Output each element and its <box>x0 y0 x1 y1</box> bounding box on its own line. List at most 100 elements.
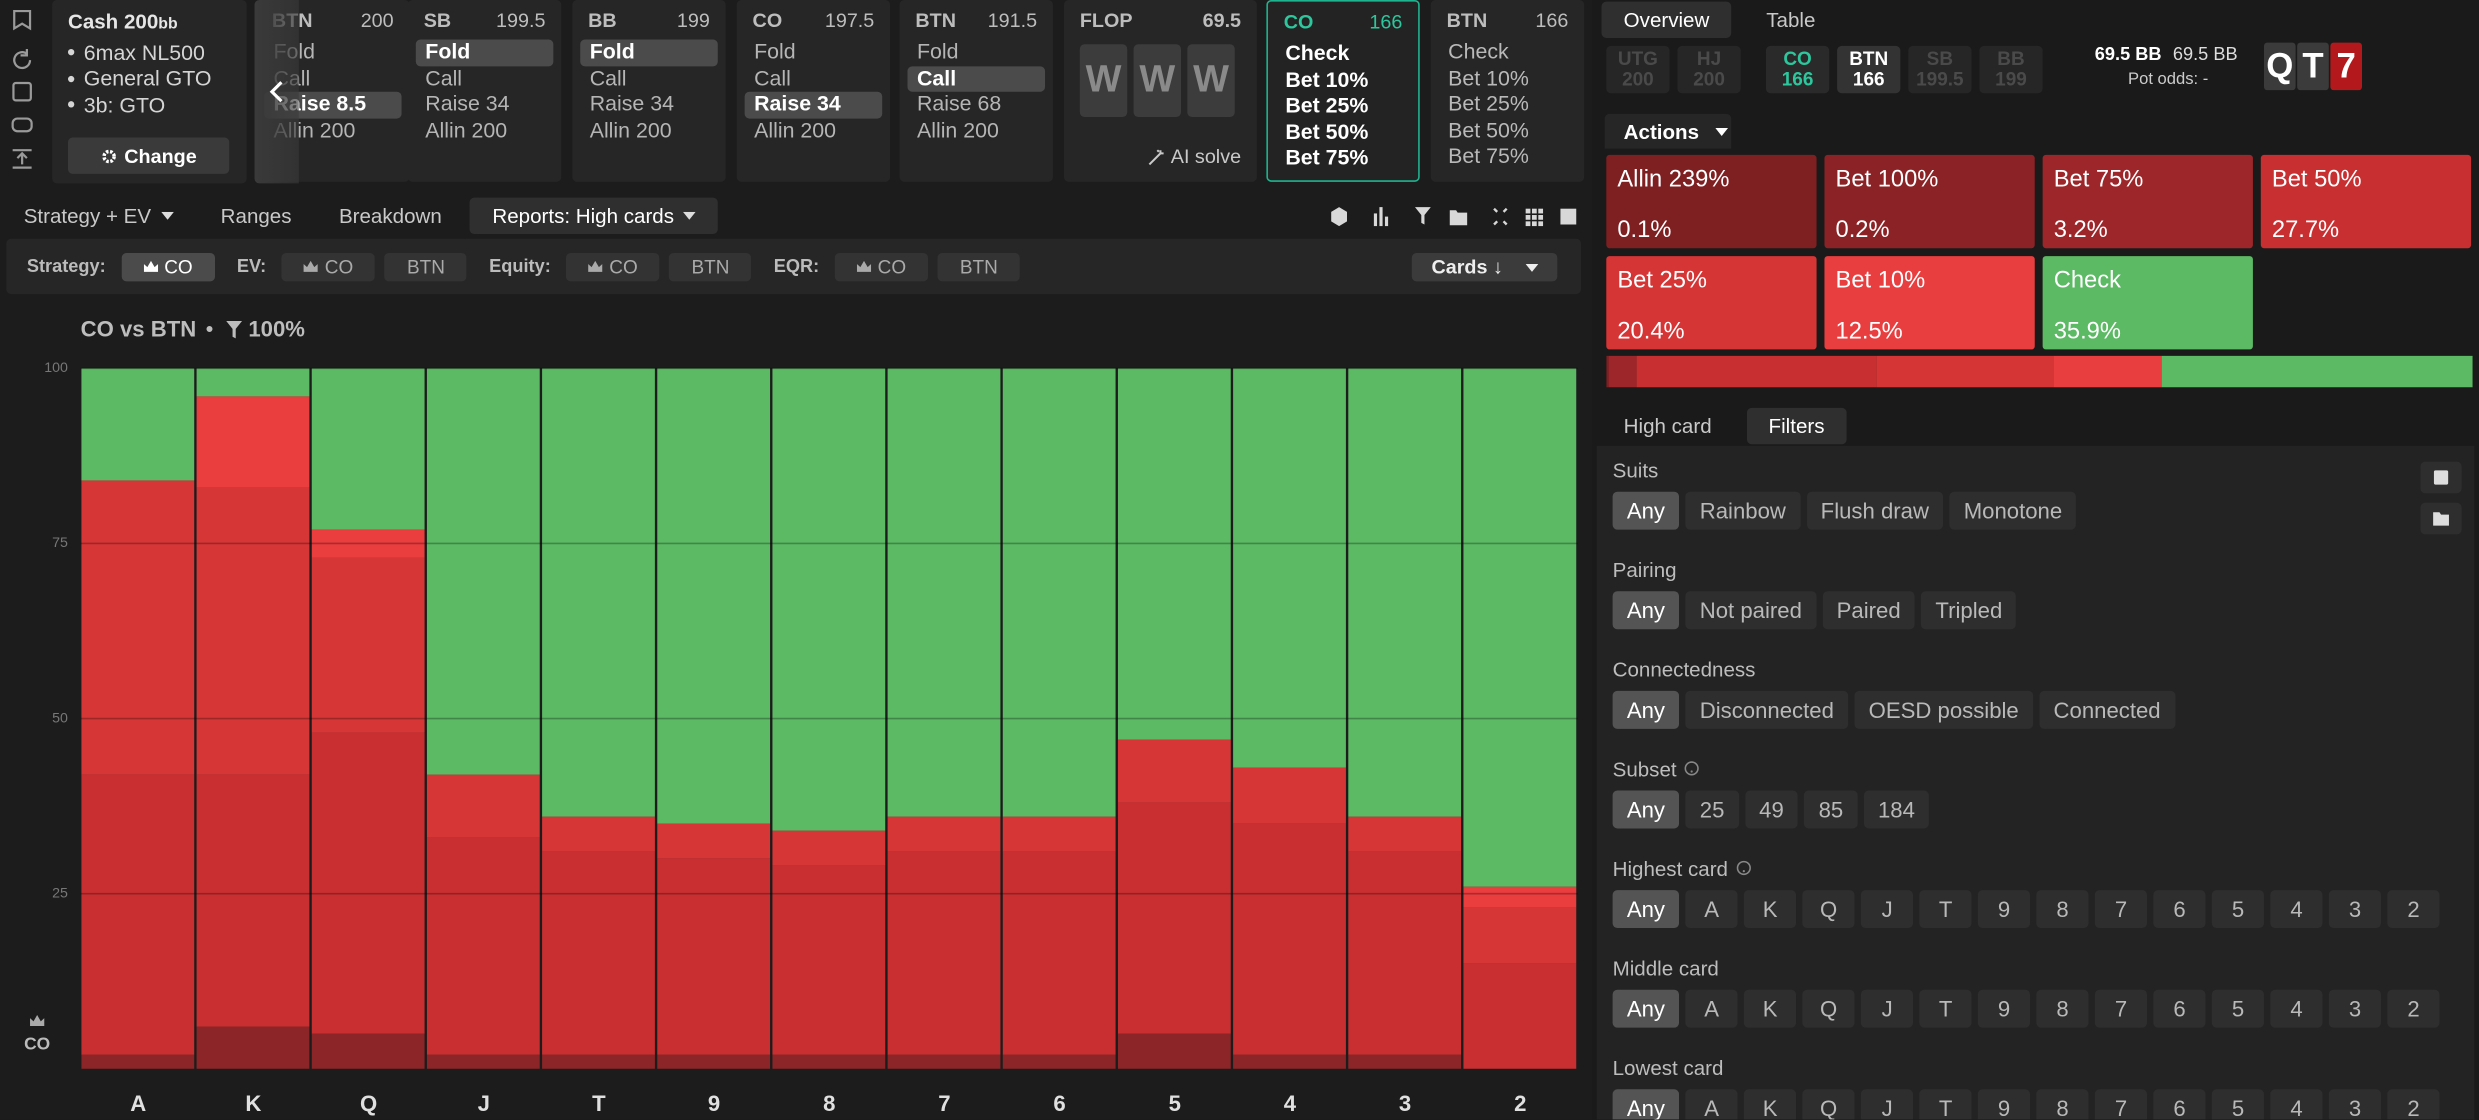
action-option[interactable]: Check <box>1448 39 1509 64</box>
refresh-icon[interactable] <box>13 49 32 70</box>
action-option[interactable]: Call <box>907 65 1046 92</box>
position-box[interactable]: BB 199 <box>1979 45 2043 94</box>
filter-option[interactable]: OESD possible <box>1854 690 2033 729</box>
filter-option[interactable]: Any <box>1612 790 1680 829</box>
action-option[interactable]: Bet 75% <box>1448 143 1529 168</box>
action-option[interactable]: Call <box>589 65 627 90</box>
overview-tab[interactable]: Overview <box>1601 1 1732 38</box>
resize-icon[interactable] <box>12 149 32 169</box>
action-option[interactable]: Raise 34 <box>425 91 510 116</box>
filter-option[interactable]: 49 <box>1744 790 1799 829</box>
filter-option[interactable]: 5 <box>2212 1089 2265 1120</box>
filter-option[interactable]: 3 <box>2328 989 2382 1028</box>
square-icon[interactable] <box>1560 208 1577 225</box>
action-option[interactable]: Allin 200 <box>754 117 837 142</box>
toolbar-option[interactable]: BTN <box>937 252 1020 282</box>
filter-option[interactable]: Paired <box>1822 591 1915 630</box>
player-column[interactable]: CO 166 Check Bet 10% Bet 25% Bet 50% Bet 75% <box>1266 0 1420 182</box>
filter-option[interactable]: J <box>1861 1089 1914 1120</box>
action-tile[interactable]: Bet 25% 20.4% <box>1606 256 1817 350</box>
back-overlay[interactable] <box>254 0 299 184</box>
position-box[interactable]: CO 166 <box>1765 45 1830 94</box>
player-column[interactable]: BTN 191.5 Fold Call Raise 68 Allin 200 <box>899 0 1053 182</box>
load-filter-button[interactable] <box>2420 502 2462 535</box>
filter-option[interactable]: 2 <box>2387 890 2440 929</box>
action-option[interactable]: Bet 50% <box>1285 119 1369 144</box>
filter-option[interactable]: J <box>1861 890 1914 929</box>
filter-option[interactable]: 85 <box>1804 790 1858 829</box>
action-option[interactable]: Fold <box>415 39 554 66</box>
filter-option[interactable]: 6 <box>2153 1089 2206 1120</box>
player-column[interactable]: BB 199 Fold Call Raise 34 Allin 200 <box>572 0 726 182</box>
filter-option[interactable]: Any <box>1612 989 1680 1028</box>
action-option[interactable]: Bet 25% <box>1285 93 1369 117</box>
toolbar-option[interactable]: CO <box>121 252 215 282</box>
ai-solve-button[interactable]: AI solve <box>1147 145 1241 168</box>
save-filter-button[interactable] <box>2420 461 2462 494</box>
filter-option[interactable]: 5 <box>2212 890 2265 929</box>
player-column[interactable]: SB 199.5 Fold Call Raise 34 Allin 200 <box>407 0 562 182</box>
shrink-icon[interactable] <box>1493 207 1508 226</box>
action-option[interactable]: Raise 34 <box>744 91 883 118</box>
filter-option[interactable]: Not paired <box>1685 591 1817 630</box>
position-box[interactable]: BTN 166 <box>1837 45 1901 94</box>
filter-option[interactable]: A <box>1685 989 1738 1028</box>
action-option[interactable]: Fold <box>916 39 959 64</box>
grid-icon[interactable] <box>1525 208 1544 227</box>
player-column[interactable]: BTN 166 Check Bet 10% Bet 25% Bet 50% Bet 75% <box>1430 0 1585 182</box>
action-option[interactable]: Bet 10% <box>1285 67 1369 91</box>
overview-tab[interactable]: Table <box>1766 7 1816 32</box>
filter-option[interactable]: T <box>1919 989 1972 1028</box>
filter-option[interactable]: 8 <box>2036 989 2089 1028</box>
view-tab[interactable]: Reports: High cards <box>470 197 719 234</box>
filter-option[interactable]: 7 <box>2095 989 2148 1028</box>
filter-option[interactable]: 2 <box>2387 989 2440 1028</box>
filter-option[interactable]: Connected <box>2039 690 2175 729</box>
actions-menu[interactable]: Actions <box>1604 113 1732 149</box>
filter-option[interactable]: Flush draw <box>1806 491 1944 530</box>
filter-option[interactable]: 9 <box>1978 989 2031 1028</box>
help-icon[interactable] <box>1736 860 1752 876</box>
filter-option[interactable]: Any <box>1612 1089 1680 1120</box>
filter-option[interactable]: Monotone <box>1949 491 2077 530</box>
filter-option[interactable]: 9 <box>1978 890 2031 929</box>
filter-option[interactable]: 4 <box>2270 1089 2323 1120</box>
filter-option[interactable]: 8 <box>2036 1089 2089 1120</box>
gamepad-icon[interactable] <box>11 117 33 133</box>
action-option[interactable]: Raise 68 <box>916 91 1002 116</box>
filter-option[interactable]: 8 <box>2036 890 2089 929</box>
action-tile[interactable]: Allin 239% 0.1% <box>1606 154 1817 249</box>
action-option[interactable]: Call <box>425 65 463 90</box>
action-option[interactable]: Bet 75% <box>1285 145 1369 170</box>
filter-option[interactable]: Q <box>1802 890 1855 929</box>
action-option[interactable]: Allin 200 <box>425 117 508 142</box>
action-option[interactable]: Allin 200 <box>589 117 672 142</box>
filter-option[interactable]: T <box>1919 890 1972 929</box>
action-option[interactable]: Raise 34 <box>589 91 674 116</box>
toolbar-option[interactable]: CO <box>282 252 376 282</box>
filter-option[interactable]: 9 <box>1978 1089 2031 1120</box>
action-option[interactable]: Allin 200 <box>916 117 999 142</box>
action-option[interactable]: Bet 50% <box>1448 117 1529 142</box>
filter-option[interactable]: Any <box>1612 890 1680 929</box>
action-option[interactable]: Bet 25% <box>1448 91 1529 116</box>
filter-option[interactable]: 4 <box>2270 989 2323 1028</box>
filter-icon[interactable] <box>1414 207 1431 225</box>
filter-option[interactable]: Tripled <box>1921 591 2017 630</box>
action-option[interactable]: Check <box>1285 41 1350 65</box>
player-column[interactable]: CO 197.5 Fold Call Raise 34 Allin 200 <box>736 0 891 182</box>
filter-option[interactable]: 6 <box>2153 989 2206 1028</box>
position-box[interactable]: UTG 200 <box>1606 45 1670 94</box>
toolbar-option[interactable]: CO <box>834 252 929 282</box>
filter-option[interactable]: 3 <box>2328 890 2382 929</box>
filter-option[interactable]: 25 <box>1685 790 1739 829</box>
action-tile[interactable]: Check 35.9% <box>2042 256 2253 350</box>
action-option[interactable]: Fold <box>580 39 718 66</box>
filter-option[interactable]: 7 <box>2095 890 2148 929</box>
filter-option[interactable]: K <box>1744 890 1797 929</box>
action-tile[interactable]: Bet 50% 27.7% <box>2260 154 2472 249</box>
action-tile[interactable]: Bet 75% 3.2% <box>2042 154 2253 249</box>
filter-option[interactable]: K <box>1744 989 1797 1028</box>
filter-option[interactable]: T <box>1919 1089 1972 1120</box>
